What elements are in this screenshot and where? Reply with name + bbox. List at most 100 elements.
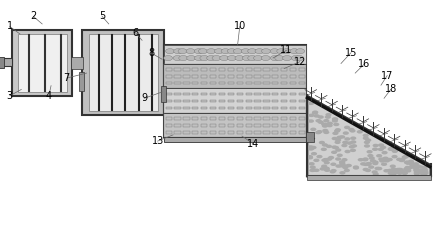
Circle shape: [339, 162, 345, 165]
Circle shape: [309, 169, 316, 172]
Circle shape: [373, 144, 379, 147]
Circle shape: [335, 157, 341, 161]
Circle shape: [275, 55, 284, 60]
Bar: [281, 100, 287, 102]
Circle shape: [173, 55, 182, 60]
Circle shape: [368, 165, 374, 169]
Bar: [237, 100, 243, 102]
Circle shape: [395, 168, 401, 171]
Text: 8: 8: [148, 48, 154, 58]
Circle shape: [381, 163, 387, 166]
Circle shape: [321, 148, 327, 151]
Circle shape: [214, 49, 223, 54]
Circle shape: [405, 169, 412, 173]
Circle shape: [335, 164, 341, 168]
Circle shape: [326, 157, 332, 161]
Bar: [237, 75, 243, 78]
Circle shape: [335, 148, 341, 152]
Bar: [201, 100, 207, 102]
Circle shape: [384, 159, 390, 163]
Bar: [161, 86, 166, 102]
Bar: [192, 117, 198, 120]
Bar: [210, 93, 216, 95]
Bar: [192, 93, 198, 95]
Circle shape: [409, 163, 415, 166]
Text: 14: 14: [247, 139, 259, 149]
Text: 6: 6: [132, 28, 139, 38]
Circle shape: [339, 171, 345, 175]
Circle shape: [415, 165, 421, 168]
Bar: [219, 117, 225, 120]
Bar: [219, 124, 225, 127]
Text: 12: 12: [293, 57, 306, 67]
Bar: [174, 107, 181, 109]
Circle shape: [166, 49, 174, 54]
Circle shape: [408, 166, 414, 169]
Circle shape: [270, 55, 279, 60]
Circle shape: [337, 136, 343, 139]
Text: 13: 13: [151, 136, 164, 146]
Circle shape: [198, 49, 207, 54]
Circle shape: [326, 145, 332, 148]
Bar: [272, 124, 278, 127]
Bar: [299, 93, 305, 95]
Circle shape: [360, 162, 366, 166]
Bar: [272, 93, 278, 95]
Circle shape: [372, 147, 378, 151]
Circle shape: [408, 161, 414, 164]
Bar: [254, 68, 261, 71]
Circle shape: [187, 55, 196, 60]
Polygon shape: [307, 96, 431, 176]
Circle shape: [322, 129, 329, 132]
Circle shape: [383, 158, 389, 161]
Bar: [272, 107, 278, 109]
Bar: [290, 93, 296, 95]
Bar: [299, 75, 305, 78]
Bar: [192, 107, 198, 109]
Circle shape: [212, 55, 221, 60]
Circle shape: [353, 166, 359, 170]
Bar: [228, 117, 234, 120]
Circle shape: [317, 120, 324, 124]
Circle shape: [412, 165, 418, 169]
Bar: [299, 117, 305, 120]
Circle shape: [404, 161, 410, 164]
Bar: [263, 100, 270, 102]
Bar: [219, 131, 225, 134]
Bar: [228, 82, 234, 84]
Circle shape: [402, 171, 408, 175]
Circle shape: [261, 55, 270, 60]
Circle shape: [422, 171, 428, 175]
Bar: [210, 131, 216, 134]
Circle shape: [348, 128, 354, 131]
Bar: [174, 93, 181, 95]
Text: 16: 16: [358, 59, 370, 69]
Circle shape: [405, 166, 411, 170]
Bar: [0, 57, 4, 68]
Bar: [281, 107, 287, 109]
Circle shape: [311, 152, 317, 155]
Circle shape: [186, 49, 195, 54]
Circle shape: [308, 119, 314, 123]
Circle shape: [369, 156, 375, 160]
Circle shape: [394, 169, 400, 172]
Circle shape: [327, 122, 333, 125]
Bar: [272, 100, 278, 102]
Bar: [299, 68, 305, 71]
Bar: [254, 124, 261, 127]
Circle shape: [421, 172, 428, 175]
Circle shape: [277, 49, 285, 54]
Circle shape: [315, 131, 321, 134]
Circle shape: [241, 49, 250, 54]
Circle shape: [321, 122, 327, 126]
Circle shape: [370, 159, 376, 163]
Circle shape: [307, 156, 313, 160]
Bar: [254, 100, 261, 102]
Text: 7: 7: [63, 73, 70, 83]
Circle shape: [307, 145, 313, 149]
Bar: [263, 117, 270, 120]
Bar: [281, 124, 287, 127]
Circle shape: [329, 170, 336, 174]
Text: 3: 3: [7, 91, 13, 101]
Circle shape: [394, 169, 400, 172]
